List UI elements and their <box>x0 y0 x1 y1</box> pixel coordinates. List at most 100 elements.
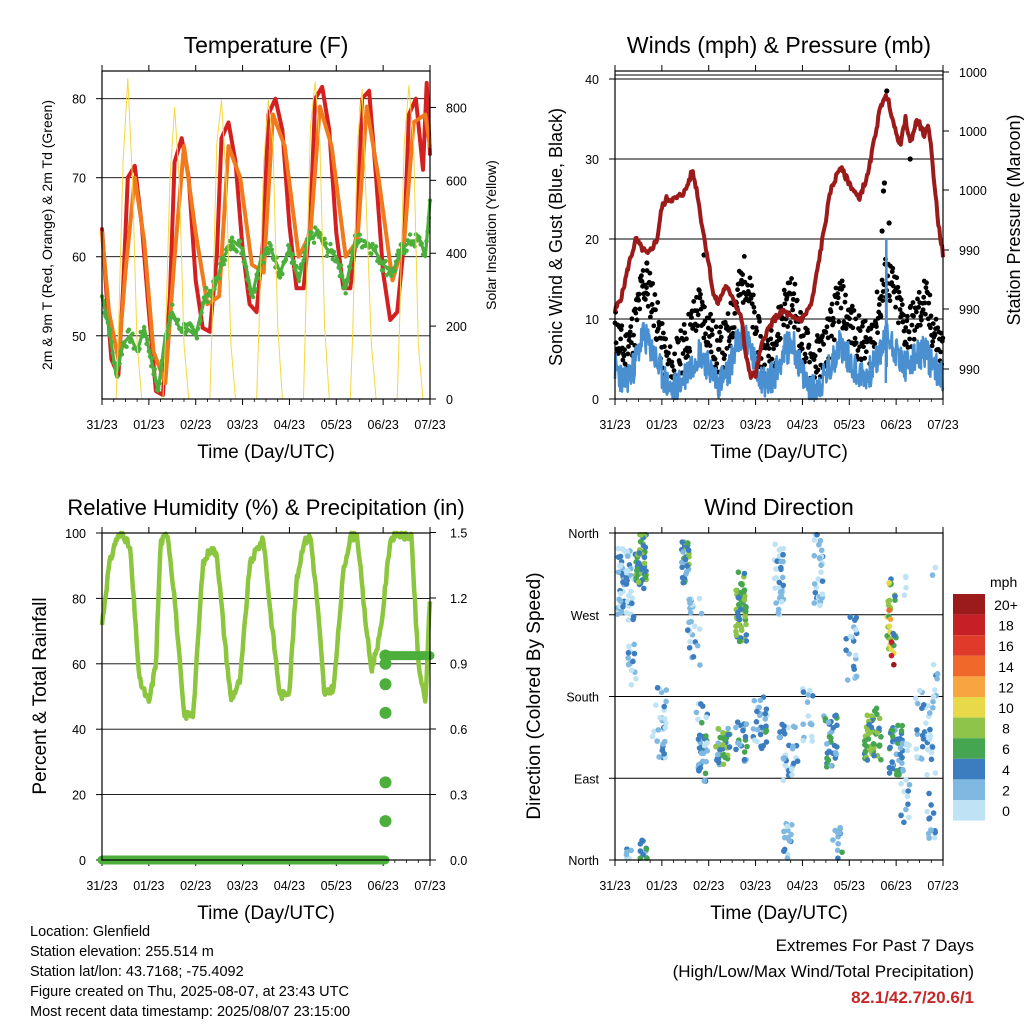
direction-point <box>693 709 700 716</box>
dewpoint-point <box>149 363 154 369</box>
gust-point <box>928 325 933 331</box>
direction-point <box>743 621 749 628</box>
gust-point <box>764 342 770 348</box>
dewpoint-point <box>195 326 201 331</box>
gust-point <box>922 311 928 317</box>
direction-point <box>735 601 742 608</box>
direction-point <box>888 639 895 645</box>
gust-point <box>703 331 708 337</box>
gust-point <box>895 284 901 290</box>
direction-point <box>779 574 786 581</box>
direction-point <box>703 714 710 721</box>
gust-point <box>685 353 690 359</box>
gust-point <box>881 180 888 186</box>
gust-point <box>787 280 793 286</box>
series-sonic-wind-spike <box>884 238 889 384</box>
direction-point <box>690 654 697 660</box>
colorbar-swatch <box>953 779 985 800</box>
direction-point <box>722 754 728 761</box>
direction-point <box>819 578 826 584</box>
direction-point <box>913 746 920 752</box>
direction-point <box>733 623 739 630</box>
direction-point <box>903 806 909 813</box>
gust-point <box>620 357 626 363</box>
colorbar-label: 16 <box>998 638 1014 654</box>
gust-point <box>748 296 754 301</box>
direction-point <box>898 780 904 787</box>
dewpoint-point <box>339 274 345 279</box>
gust-point <box>862 355 868 361</box>
gust-point <box>803 355 809 361</box>
direction-point <box>684 627 691 633</box>
direction-point <box>876 743 883 749</box>
rh-panel: Relative Humidity (%) & Precipitation (i… <box>30 495 467 924</box>
direction-point <box>790 743 796 750</box>
gust-point <box>636 297 642 303</box>
dewpoint-point <box>338 263 344 268</box>
direction-point <box>818 562 824 569</box>
direction-point <box>839 849 845 856</box>
gust-point <box>684 336 689 342</box>
dir-xtick-label: 06/23 <box>881 879 912 893</box>
gust-point <box>876 302 882 307</box>
dir-frame <box>614 532 944 861</box>
gust-point <box>835 295 841 301</box>
gust-point <box>781 322 787 328</box>
direction-point <box>684 563 690 569</box>
gust-point <box>756 315 762 321</box>
gust-point <box>627 333 633 339</box>
direction-point <box>901 819 907 826</box>
gust-point <box>681 322 687 327</box>
direction-point <box>890 630 896 637</box>
direction-point <box>834 829 841 836</box>
dewpoint-point <box>372 247 378 253</box>
direction-point <box>788 822 795 828</box>
direction-point <box>815 576 822 582</box>
dewpoint-point <box>324 253 330 259</box>
direction-point <box>886 623 893 629</box>
gust-point <box>731 325 737 330</box>
dewpoint-point <box>383 258 388 264</box>
gust-point <box>669 363 675 369</box>
dewpoint-point <box>358 237 364 243</box>
rh-xtick-label: 01/23 <box>133 879 164 893</box>
direction-point <box>923 720 929 726</box>
direction-point <box>834 847 841 854</box>
dewpoint-point <box>323 241 328 246</box>
gust-point <box>758 333 764 339</box>
gust-point <box>747 275 753 281</box>
direction-point <box>772 541 778 548</box>
dewpoint-point <box>193 332 198 338</box>
gust-point <box>710 318 716 324</box>
dewpoint-point <box>425 229 430 234</box>
direction-point <box>804 699 811 705</box>
gust-point <box>751 304 757 310</box>
gust-point <box>863 349 869 355</box>
gust-point <box>917 322 923 328</box>
gust-point <box>928 313 934 319</box>
dewpoint-point <box>234 249 239 254</box>
direction-point <box>847 614 853 620</box>
direction-point <box>898 812 904 819</box>
dewpoint-point <box>313 225 318 230</box>
direction-point <box>617 590 624 597</box>
temp-xtick-label: 05/23 <box>321 418 352 432</box>
rainfall-point <box>379 776 392 789</box>
colorbar-swatch <box>953 800 985 821</box>
rh-xtick-label: 05/23 <box>321 879 352 893</box>
gust-point <box>718 334 724 340</box>
direction-point <box>894 736 901 743</box>
gust-point <box>890 265 896 271</box>
dewpoint-point <box>119 352 125 357</box>
dewpoint-point <box>158 366 163 371</box>
dewpoint-point <box>345 278 351 283</box>
direction-point <box>704 748 711 754</box>
direction-point <box>623 851 630 858</box>
dewpoint-point <box>423 247 428 252</box>
gust-point <box>709 332 715 338</box>
direction-point <box>763 706 770 712</box>
gust-point <box>852 335 858 341</box>
gust-point <box>628 324 634 329</box>
direction-point <box>834 744 840 750</box>
direction-point <box>754 726 761 733</box>
